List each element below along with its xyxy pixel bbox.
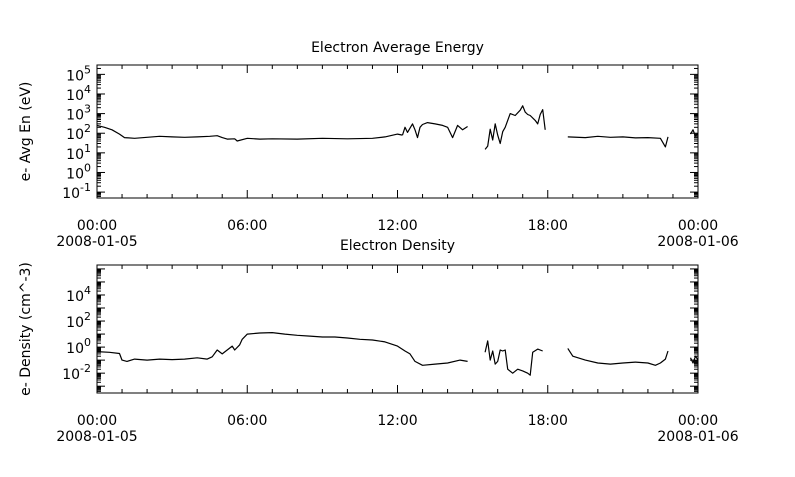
y-tick-label: 100 <box>66 161 91 182</box>
panel-1: Electron Average Energy e- Avg En (eV) 105… <box>18 40 739 250</box>
x-tick-label: 06:00 <box>227 218 267 234</box>
y-tick-label: 102 <box>66 310 91 331</box>
series-line <box>401 121 468 139</box>
panel-2: Electron Density e- Density (cm^-3) 104 102… <box>18 238 739 445</box>
series-line <box>567 135 669 148</box>
x-tick-label: 00:00 <box>77 218 117 234</box>
series-line <box>689 355 699 364</box>
series-line <box>96 332 468 366</box>
x-tick-date: 2008-01-06 <box>657 234 738 250</box>
x-tick-label: 00:00 <box>77 413 117 429</box>
chart-title: Electron Average Energy <box>311 40 484 56</box>
series-line <box>96 124 403 142</box>
y-tick-label: 100 <box>66 336 91 357</box>
y-tick-label: 103 <box>66 103 91 124</box>
chart-title: Electron Density <box>340 238 455 254</box>
x-tick-date: 2008-01-05 <box>56 429 137 445</box>
y-axis-label: e- Avg En (eV) <box>18 82 34 182</box>
y-tick-label: 10-2 <box>62 362 91 383</box>
y-tick-label: 104 <box>66 83 91 104</box>
x-tick-label: 12:00 <box>377 218 417 234</box>
x-tick-label: 12:00 <box>377 413 417 429</box>
y-tick-label: 102 <box>66 122 91 143</box>
plot-frame <box>96 64 699 199</box>
x-tick-date: 2008-01-05 <box>56 234 137 250</box>
x-tick-label: 00:00 <box>678 218 718 234</box>
series-line <box>689 129 699 137</box>
x-tick-label: 06:00 <box>227 413 267 429</box>
series-line <box>567 348 669 366</box>
x-tick-label: 00:00 <box>678 413 718 429</box>
y-axis-label: e- Density (cm^-3) <box>18 262 34 396</box>
series-line <box>484 105 546 150</box>
series-line <box>484 340 543 376</box>
x-tick-label: 18:00 <box>528 218 568 234</box>
x-tick-label: 18:00 <box>528 413 568 429</box>
y-tick-label: 105 <box>66 63 91 84</box>
plot-frame <box>96 264 699 394</box>
x-tick-date: 2008-01-06 <box>657 429 738 445</box>
y-tick-label: 101 <box>66 142 91 163</box>
y-tick-label: 104 <box>66 284 91 305</box>
y-tick-label: 10-1 <box>62 181 91 202</box>
